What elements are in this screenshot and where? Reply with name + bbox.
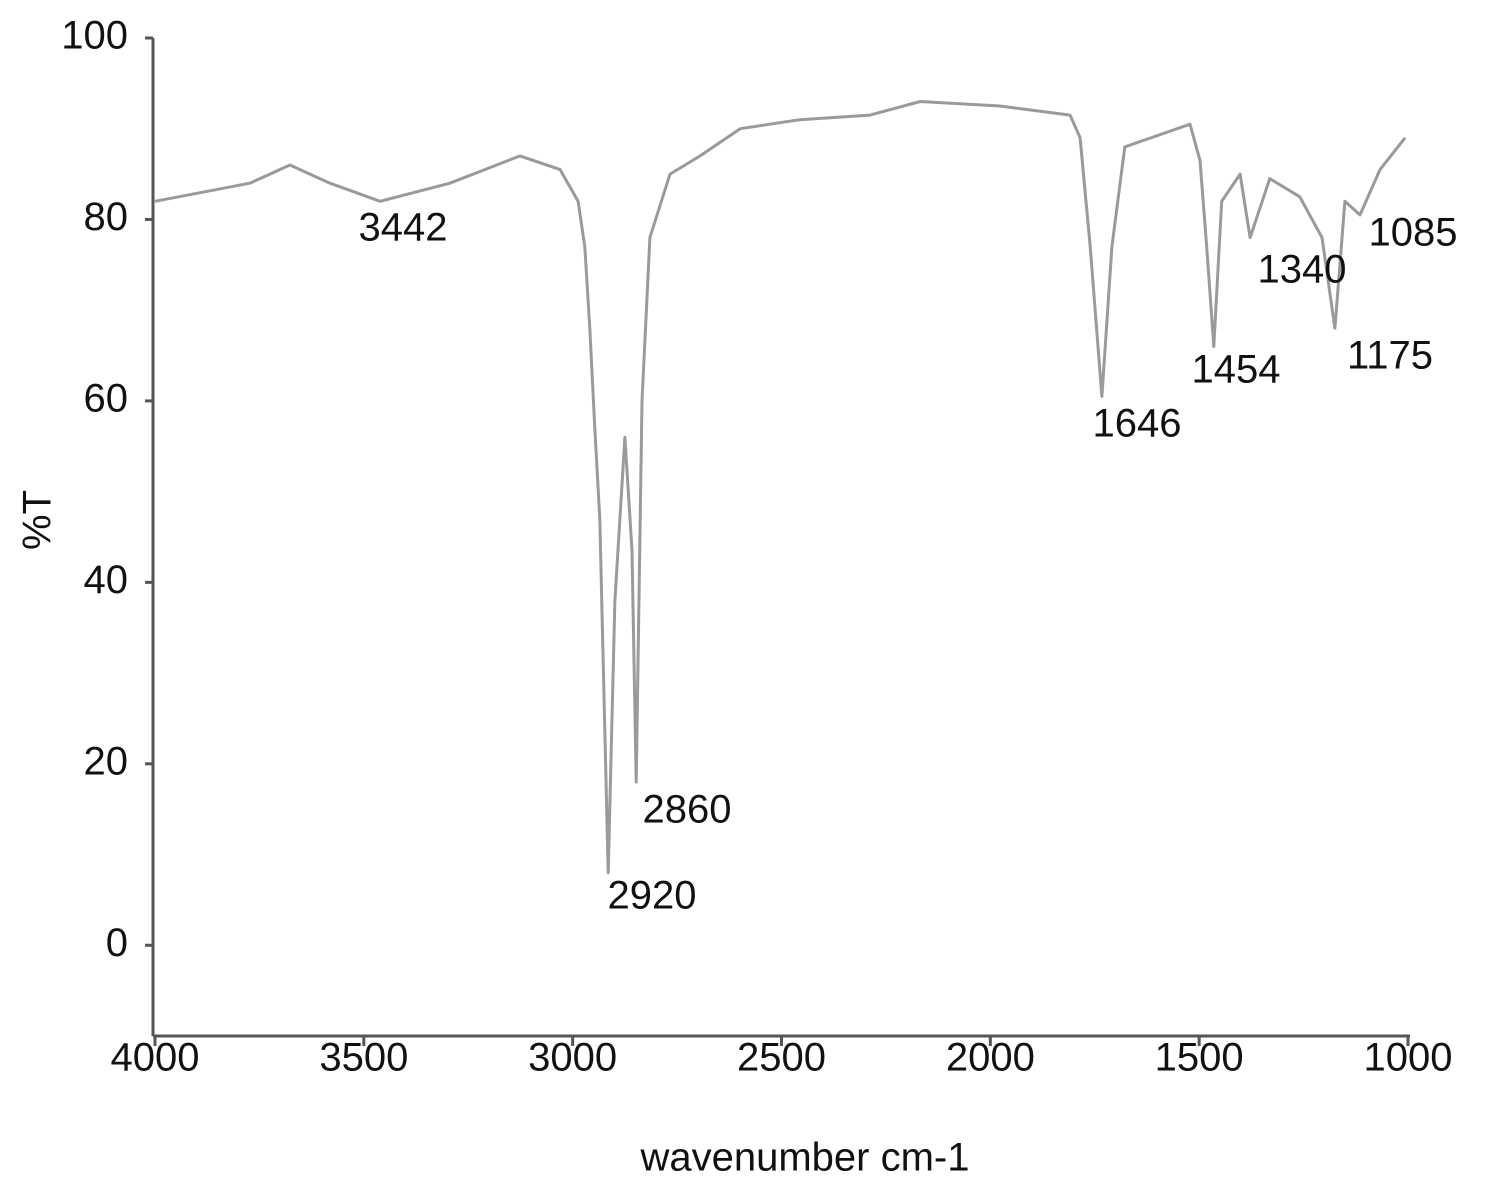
x-tick-label: 3500 [319,1036,408,1080]
peak-label: 1340 [1258,248,1347,292]
peak-label: 2920 [608,874,697,918]
y-axis-label: %T [16,490,60,550]
x-tick-label: 2500 [737,1036,826,1080]
x-tick-label: 4000 [111,1036,200,1080]
y-tick-label: 40 [84,558,129,602]
peak-label: 1454 [1192,348,1281,392]
peak-label: 1085 [1369,211,1458,255]
x-tick-label: 1500 [1155,1036,1244,1080]
y-tick-label: 80 [84,195,129,239]
x-axis-label: wavenumber cm-1 [639,1136,969,1180]
y-tick-label: 60 [84,376,129,420]
peak-label: 1646 [1093,402,1182,446]
x-tick-label: 3000 [528,1036,617,1080]
y-tick-label: 20 [84,739,129,783]
y-tick-label: 100 [61,14,128,58]
x-tick-label: 1000 [1364,1036,1453,1080]
spectrum-line [154,100,1407,875]
peak-label: 1175 [1347,334,1433,378]
x-tick-label: 2000 [946,1036,1035,1080]
peak-label: 2860 [643,788,732,832]
peak-label: 3442 [359,206,448,250]
y-tick-label: 0 [106,921,128,965]
